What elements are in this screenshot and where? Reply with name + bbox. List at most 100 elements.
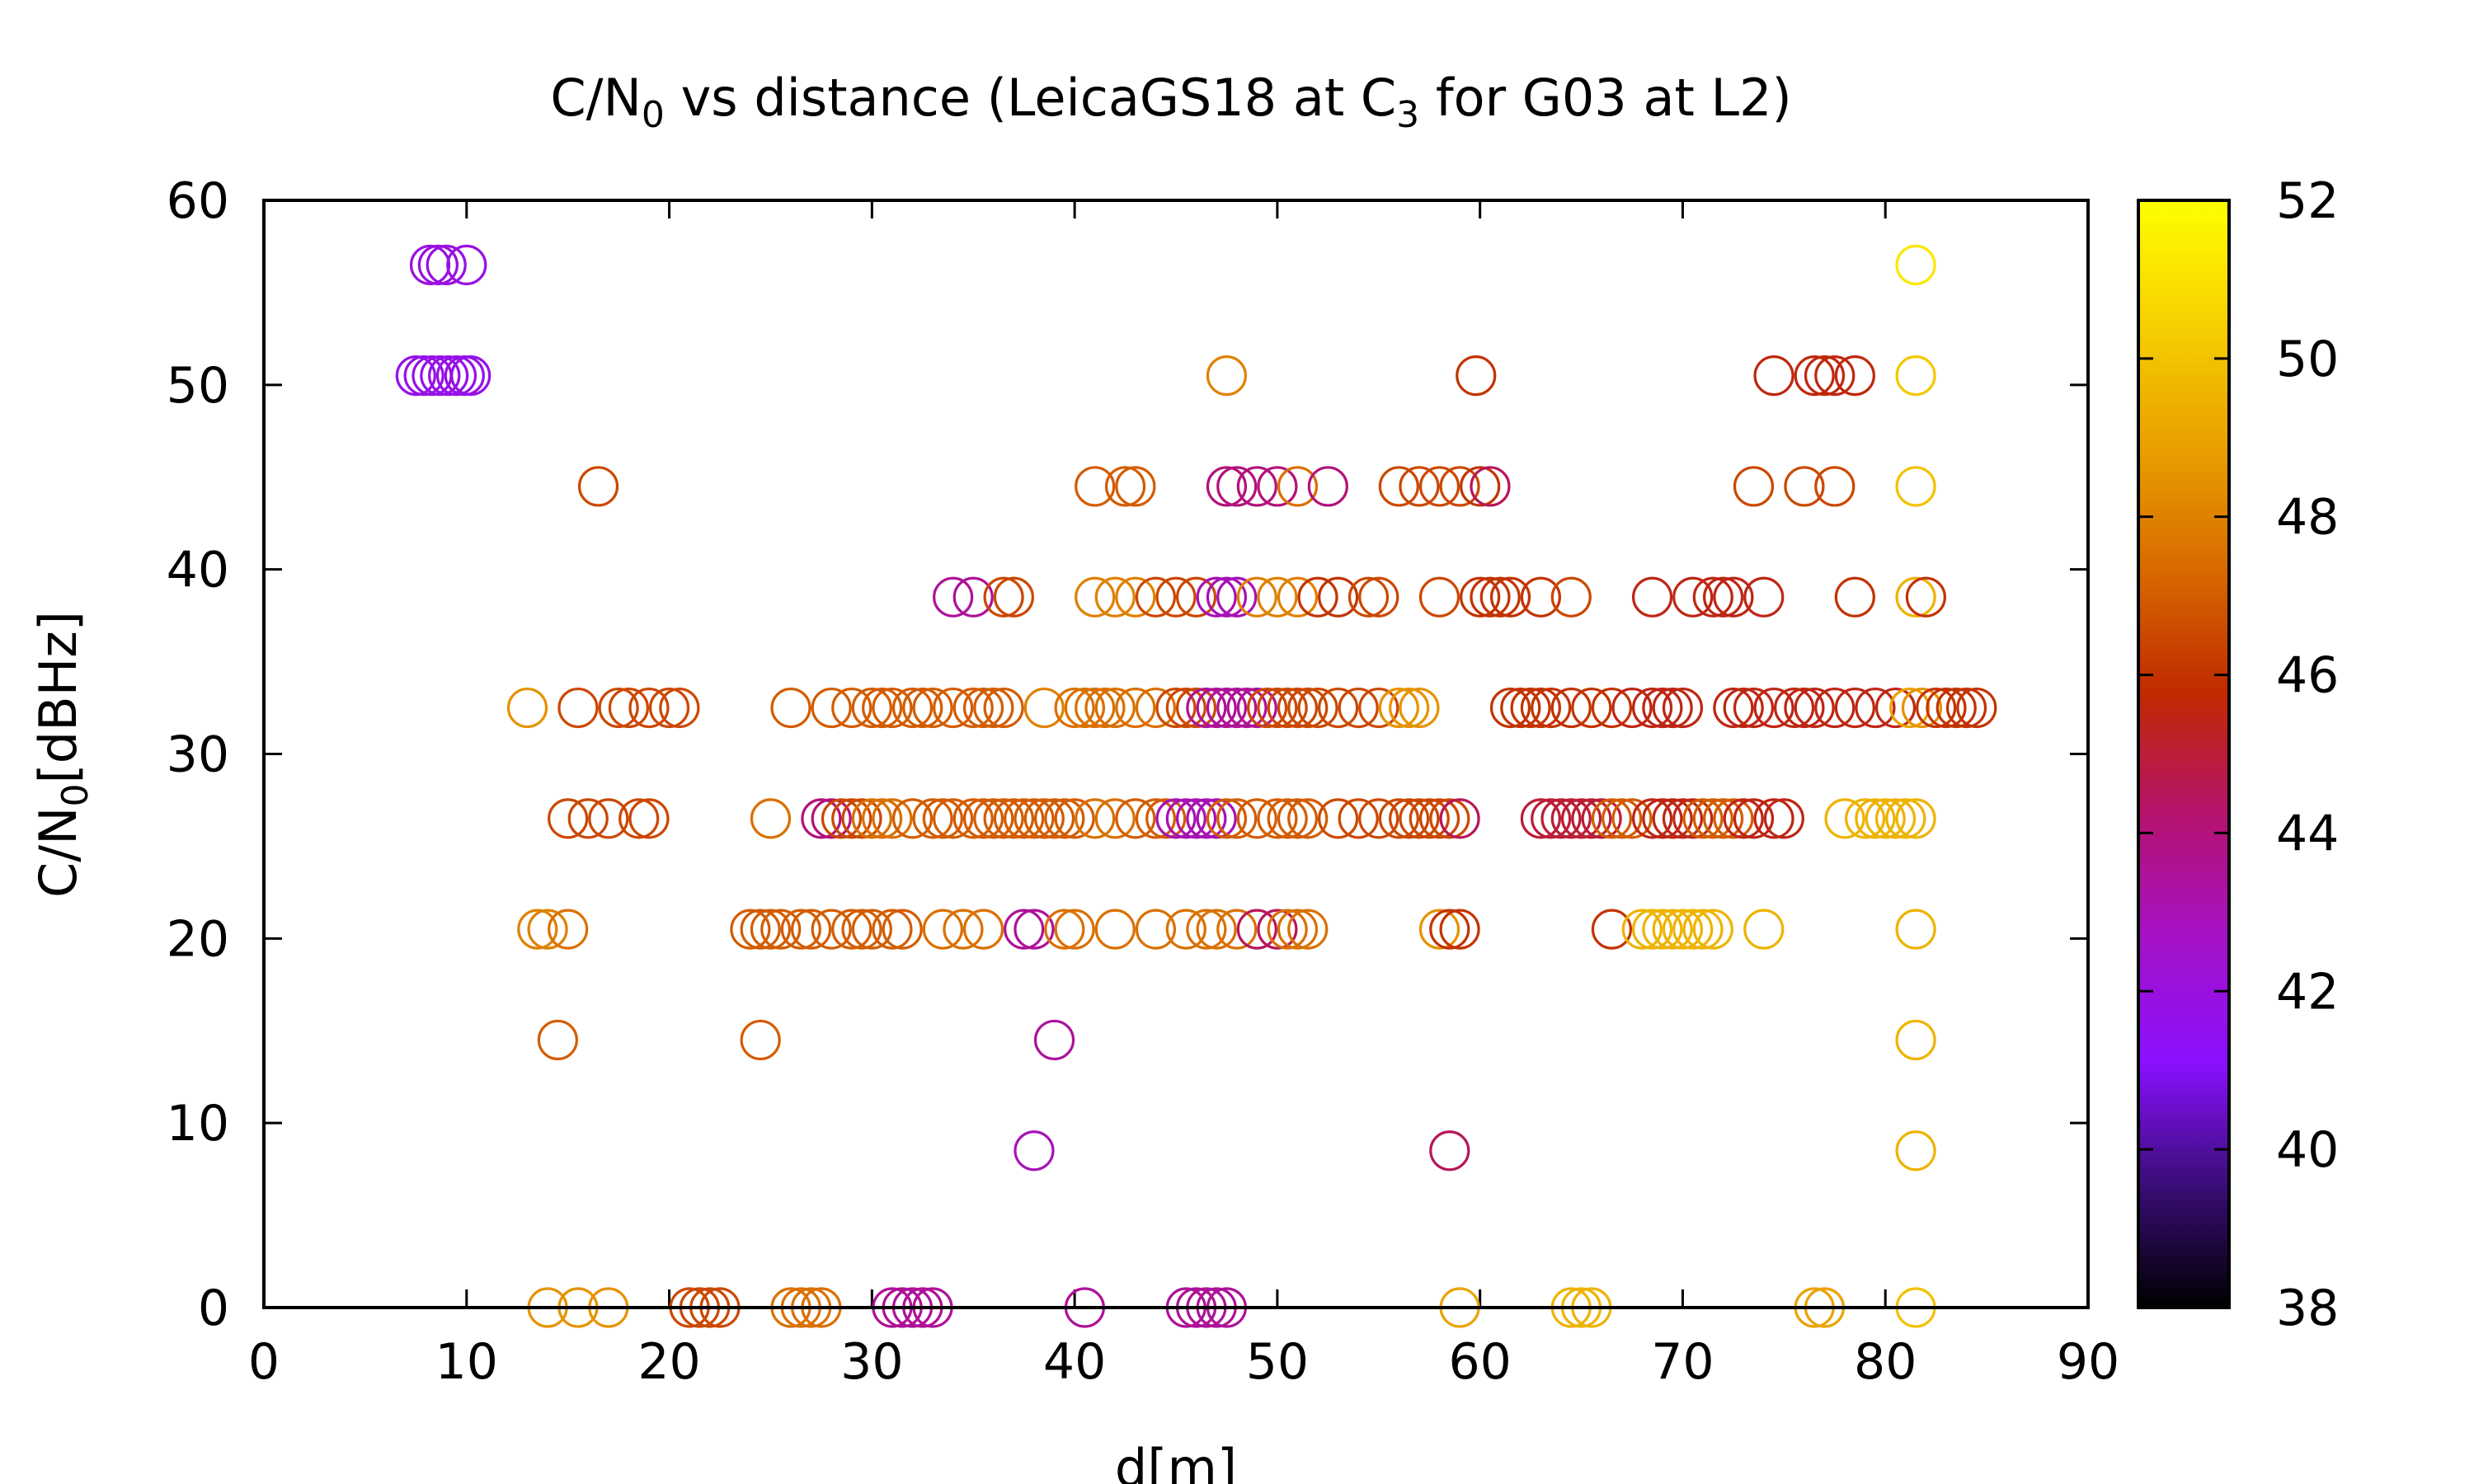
data-point [1014,909,1055,950]
data-point [1094,798,1136,839]
data-point [1389,798,1430,839]
data-point [1054,687,1095,729]
data-point [1075,798,1116,839]
data-point [1297,576,1338,618]
data-point [1378,466,1419,507]
data-point [1186,687,1227,729]
data-point [841,909,882,950]
data-point [862,687,903,729]
data-point [1885,798,1926,839]
data-point [1287,687,1329,729]
x-tick-label: 0 [248,1333,280,1391]
data-point [1033,798,1075,839]
data-point [1297,687,1338,729]
data-point [1054,798,1095,839]
data-point [1175,687,1217,729]
data-point [1531,798,1572,839]
colorbar-tick-label: 48 [2276,489,2339,547]
data-point [1257,466,1298,507]
data-point [750,798,792,839]
data-point [1916,687,1957,729]
data-point [1743,576,1785,618]
data-point [557,687,599,729]
data-point [801,798,842,839]
data-point [1470,576,1511,618]
data-point [1318,798,1359,839]
y-tick-label: 50 [167,357,229,415]
data-point [1692,576,1733,618]
data-point [1733,798,1775,839]
data-point [973,798,1014,839]
data-point [1672,576,1714,618]
data-point [1926,687,1967,729]
data-point [1889,687,1931,729]
data-point [1429,1130,1470,1172]
data-point [1175,798,1217,839]
data-point [527,909,568,950]
plot-frame [262,199,2090,1309]
data-point [962,687,1004,729]
data-point [1115,798,1156,839]
data-point [952,687,994,729]
colorbar-tick-label: 46 [2276,647,2339,705]
data-point [1054,909,1095,950]
data-point [1456,355,1497,397]
data-point [1733,466,1775,507]
y-tick-label: 30 [167,726,229,784]
x-tick-label: 30 [840,1333,903,1391]
x-tick-label: 90 [2057,1333,2119,1391]
data-point [1631,576,1673,618]
data-point [1094,909,1136,950]
data-point [659,687,700,729]
data-point [1399,687,1440,729]
data-point [1672,909,1714,950]
data-point [1075,466,1116,507]
data-point [1257,687,1298,729]
data-point [409,244,451,285]
data-point [426,244,467,285]
data-point [811,798,852,839]
y-tick-label: 40 [167,542,229,599]
data-point [1510,687,1551,729]
data-point [740,909,781,950]
data-point [1591,687,1633,729]
data-point [891,798,934,839]
data-point [1165,798,1206,839]
data-point [1652,909,1693,950]
data-point [1520,798,1562,839]
data-point [1743,909,1785,950]
data-point [1236,798,1277,839]
data-point [1489,687,1531,729]
data-point [790,909,832,950]
x-tick-label: 70 [1651,1333,1714,1391]
data-point [1196,909,1237,950]
data-point [1713,687,1754,729]
x-axis-label: d[m] [1115,1438,1237,1484]
data-point [1196,798,1237,839]
data-point [1631,687,1673,729]
data-point [428,355,469,397]
data-point [1358,576,1399,618]
data-point [1277,687,1319,729]
data-point [1591,909,1633,950]
data-point [1075,576,1116,618]
data-point [1733,687,1775,729]
data-point [1206,798,1248,839]
colorbar-tick-labels: 38 40 42 44 46 48 50 52 [2276,172,2339,1337]
data-point [1155,576,1197,618]
data-point [1246,687,1288,729]
data-point [1550,687,1592,729]
y-tick-labels: 0 10 20 30 40 50 60 [167,172,229,1337]
data-point [1571,798,1612,839]
data-point [417,244,459,285]
data-point [730,909,771,950]
data-point [1135,687,1177,729]
data-point [1429,909,1470,950]
data-point [1834,355,1875,397]
data-point [1895,576,1936,618]
data-point [1216,909,1258,950]
data-point [1814,466,1856,507]
data-point [1257,798,1298,839]
data-point [1520,576,1562,618]
data-point [548,909,589,950]
